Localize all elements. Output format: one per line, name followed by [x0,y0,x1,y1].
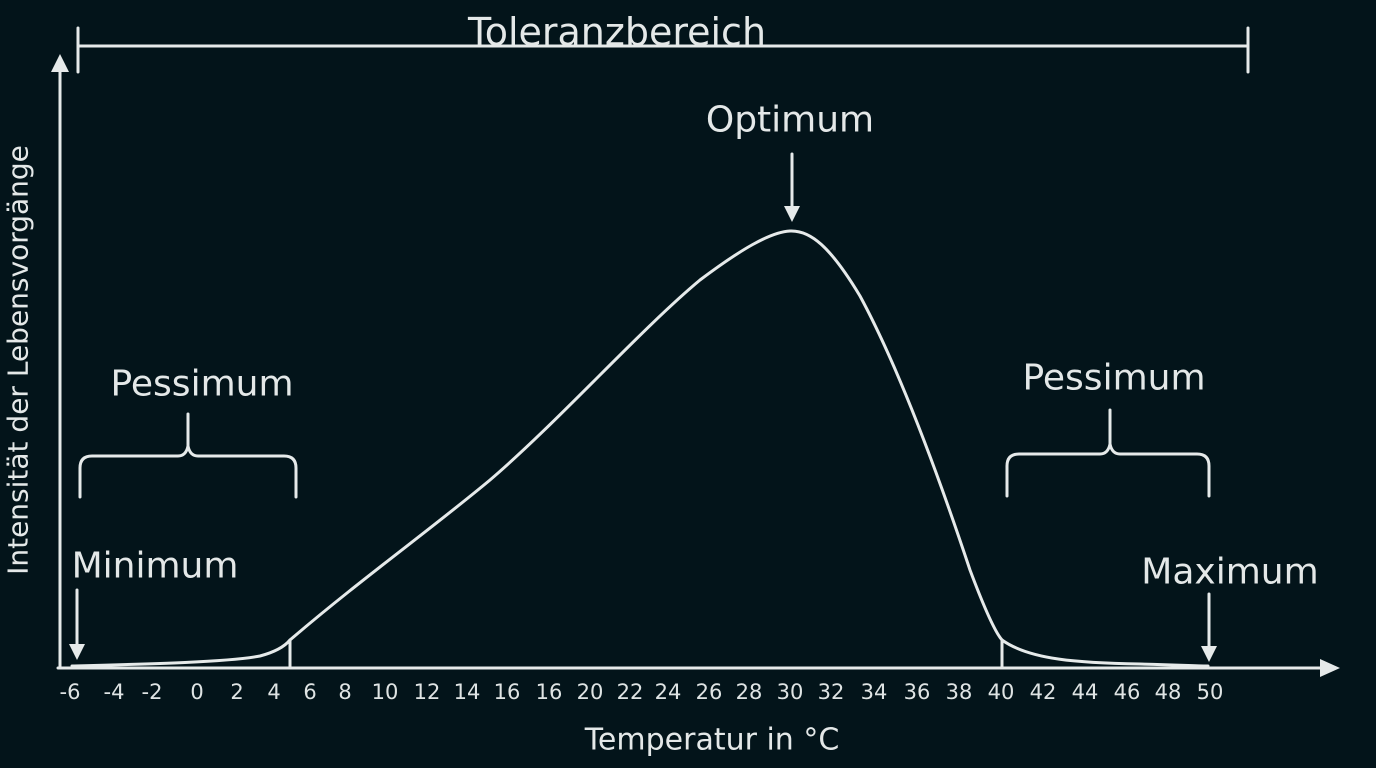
arrow-down-icon [69,644,85,660]
pessimum-right-brace [1005,408,1211,498]
x-tick: 40 [987,680,1015,704]
maximum-label: Maximum [1141,551,1319,593]
x-tick: 46 [1113,680,1141,704]
tolerance-label: Toleranzbereich [467,10,767,54]
arrow-down-icon [1201,646,1217,662]
x-tick: 36 [903,680,931,704]
x-tick: 12 [413,680,441,704]
x-axis [56,659,1340,677]
x-tick: 44 [1071,680,1099,704]
x-tick: -4 [103,680,125,704]
y-axis [51,54,69,670]
arrow-down-icon [784,206,800,222]
x-tick: -2 [141,680,163,704]
maximum-arrow [1201,592,1217,662]
x-tick: 38 [945,680,973,704]
x-tick: 14 [453,680,481,704]
x-tick: 16 [535,680,563,704]
x-tick: 24 [654,680,682,704]
minimum-label: Minimum [71,545,239,587]
pessimum-right-label: Pessimum [1022,357,1206,399]
x-tick: 6 [303,680,317,704]
tolerance-bracket [76,26,1250,74]
tolerance-curve [70,229,1210,668]
x-tick: 4 [267,680,281,704]
optimum-arrow [784,152,800,222]
x-tick: 48 [1154,680,1182,704]
x-tick: 20 [576,680,604,704]
x-tick: 34 [860,680,888,704]
x-tick: 22 [616,680,644,704]
x-tick: 16 [493,680,521,704]
x-tick: 8 [338,680,352,704]
y-axis-title: Intensität der Lebensvorgänge [1,145,35,575]
x-tick: 10 [371,680,399,704]
y-axis-arrow-icon [51,54,69,72]
minimum-arrow [69,588,85,660]
optimum-label: Optimum [705,99,875,141]
x-tick: 28 [735,680,763,704]
pessimum-left-label: Pessimum [110,363,294,405]
x-tick: 30 [776,680,804,704]
x-tick: -6 [59,680,81,704]
x-tick: 50 [1196,680,1224,704]
x-tick: 32 [817,680,845,704]
x-tick: 2 [230,680,244,704]
x-axis-title: Temperatur in °C [584,722,840,758]
pessimum-left-brace [78,412,298,499]
x-tick: 42 [1029,680,1057,704]
x-tick: 0 [190,680,204,704]
x-axis-arrow-icon [1320,659,1340,677]
x-tick: 26 [695,680,723,704]
